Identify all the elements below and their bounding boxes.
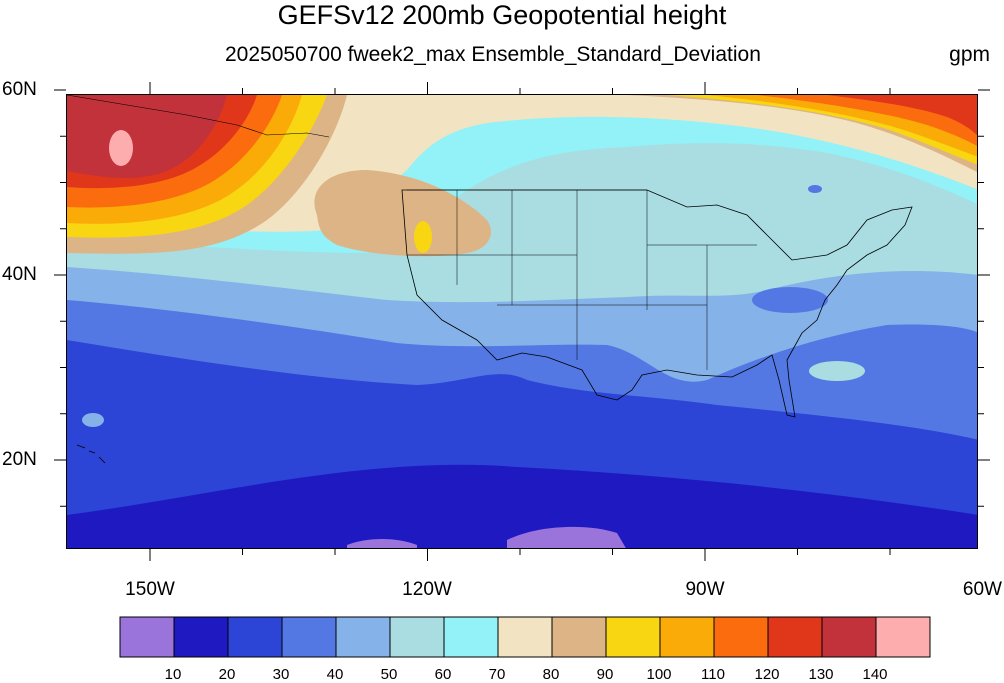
colorbar-swatch	[713, 616, 769, 658]
colorbar-swatch	[605, 616, 661, 658]
colorbar-swatch	[335, 616, 391, 658]
colorbar-label-130: 130	[808, 666, 834, 683]
colorbar-label-140: 140	[862, 666, 888, 683]
band-140-plus-max	[109, 130, 133, 166]
colorbar-swatch	[497, 616, 553, 658]
contour-map-svg	[67, 95, 977, 548]
band-120-130-east	[827, 95, 977, 136]
band-90-100-ridge	[414, 221, 432, 253]
colorbar-swatch	[875, 616, 931, 658]
north-america-outline	[401, 189, 913, 418]
hawaii-islands	[76, 444, 106, 464]
colorbar-label-120: 120	[754, 666, 780, 683]
band-130-140-west	[67, 95, 227, 178]
band-50-60-atlantic	[809, 361, 865, 381]
band-0-10-southwest	[347, 539, 417, 548]
colorbar-label-40: 40	[326, 666, 344, 683]
colorbar-label-30: 30	[272, 666, 290, 683]
band-40-50-pacific	[82, 413, 104, 427]
contour-map	[66, 94, 978, 549]
lon-label-90w: 90W	[685, 579, 725, 600]
colorbar-label-100: 100	[646, 666, 672, 683]
colorbar-swatch	[443, 616, 499, 658]
band-80-90-ridge	[314, 170, 491, 257]
colorbar-swatch	[551, 616, 607, 658]
colorbar-swatch	[767, 616, 823, 658]
colorbar-swatch	[659, 616, 715, 658]
lat-label-40n: 40N	[2, 264, 37, 285]
colorbar-label-80: 80	[542, 666, 560, 683]
map-title: GEFSv12 200mb Geopotential height	[277, 0, 727, 30]
colorbar-label-50: 50	[380, 666, 398, 683]
colorbar-label-20: 20	[218, 666, 236, 683]
colorbar-swatch	[389, 616, 445, 658]
band-0-10-south	[507, 526, 626, 548]
colorbar-swatch	[173, 616, 229, 658]
colorbar-label-60: 60	[434, 666, 452, 683]
colorbar-label-10: 10	[164, 666, 182, 683]
colorbar-swatch	[821, 616, 877, 658]
band-30-40-lake	[808, 185, 822, 193]
band-30-40-east-coast	[752, 287, 828, 313]
colorbar-swatch	[281, 616, 337, 658]
lat-label-60n: 60N	[2, 79, 37, 100]
colorbar	[119, 616, 931, 658]
colorbar-label-70: 70	[488, 666, 506, 683]
units-label: gpm	[949, 43, 990, 66]
colorbar-swatch	[119, 616, 175, 658]
alaska-coastline	[67, 95, 330, 138]
colorbar-label-90: 90	[596, 666, 614, 683]
lon-label-60w: 60W	[962, 579, 1002, 600]
state-borders	[407, 189, 757, 370]
lon-label-150w: 150W	[125, 579, 175, 600]
lat-label-20n: 20N	[2, 449, 37, 470]
map-subtitle: 2025050700 fweek2_max Ensemble_Standard_…	[225, 43, 761, 66]
colorbar-label-110: 110	[701, 666, 725, 683]
colorbar-swatch	[227, 616, 283, 658]
lon-label-120w: 120W	[402, 579, 452, 600]
